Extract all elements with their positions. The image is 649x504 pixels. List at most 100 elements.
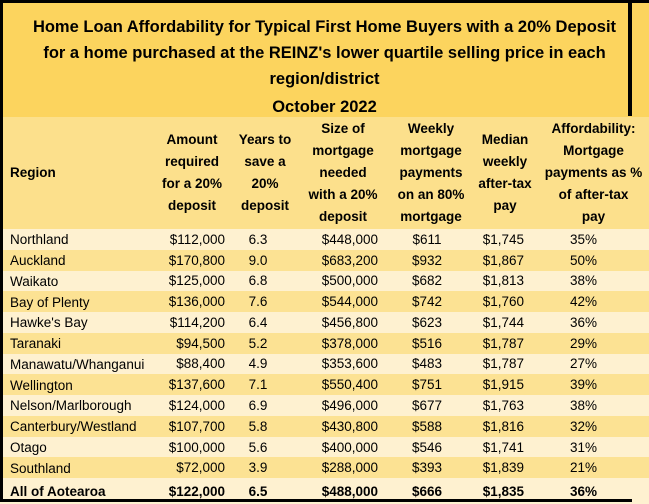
table-row-hawke-s-bay: Hawke's Bay $114,200 6.4 $456,800 $623 $1,744…	[0, 312, 649, 333]
cell-years_to_save: 5.2	[248, 335, 268, 351]
cell-mortgage_size: $378,000	[321, 335, 378, 351]
column-header-affordability: Affordability: Mortgage payments as % of af…	[544, 121, 643, 224]
table-row-manawatu-whanganui: Manawatu/Whanganui $88,400 4.9 $353,600 $483…	[0, 353, 649, 375]
title-line-2: for a home purchased at the REINZ's lowe…	[43, 44, 606, 62]
cell-median_pay: $1,787	[482, 335, 524, 351]
cell-weekly_payments: $611	[412, 231, 442, 247]
cell-weekly_payments: $483	[411, 356, 443, 372]
border-bottom	[0, 499, 632, 502]
cell-mortgage_size: $456,800	[321, 314, 378, 330]
cell-years_to_save: 6.8	[248, 273, 268, 289]
cell-median_pay: $1,763	[482, 398, 524, 413]
cell-median_pay: $1,813	[482, 273, 524, 289]
cell-affordability: 36%	[569, 314, 598, 330]
cell-median_pay: $1,744	[482, 314, 524, 330]
cell-years_to_save: 6.5	[248, 483, 268, 499]
cell-region: Waikato	[10, 273, 59, 289]
report-title-block: Home Loan Affordability for Typical Firs…	[0, 0, 649, 117]
cell-region: Nelson/Marlborough	[10, 398, 132, 414]
cell-deposit_amount: $114,200	[169, 314, 225, 330]
cell-deposit_amount: $107,700	[168, 418, 225, 434]
cell-deposit_amount: $122,000	[168, 483, 225, 499]
cell-median_pay: $1,867	[482, 252, 524, 268]
cell-weekly_payments: $516	[411, 335, 443, 351]
cell-mortgage_size: $544,000	[321, 294, 378, 310]
cell-years_to_save: 4.9	[248, 356, 268, 372]
report-date: October 2022	[272, 98, 377, 116]
cell-years_to_save: 6.9	[248, 398, 268, 413]
cell-region: Northland	[10, 232, 69, 248]
table-row-nelson-marlborough: Nelson/Marlborough $124,000 6.9 $496,000 $67…	[0, 395, 649, 416]
cell-weekly_payments: $751	[411, 377, 443, 393]
cell-mortgage_size: $550,400	[321, 377, 378, 393]
cell-mortgage_size: $288,000	[321, 460, 378, 476]
cell-weekly_payments: $546	[411, 439, 443, 455]
cell-years_to_save: 6.4	[248, 314, 268, 330]
cell-deposit_amount: $112,000	[169, 231, 225, 247]
table-row-bay-of-plenty: Bay of Plenty $136,000 7.6 $544,000 $742 $1,7…	[0, 291, 649, 313]
table-row-otago: Otago $100,000 5.6 $400,000 $546 $1,741 31%	[0, 436, 649, 458]
cell-median_pay: $1,760	[482, 294, 524, 310]
table-row-canterbury-westland: Canterbury/Westland $107,700 5.8 $430,800 $5…	[0, 415, 649, 437]
border-top	[0, 0, 649, 3]
cell-deposit_amount: $125,000	[168, 273, 225, 289]
column-header-years_to_save: Years to save a 20% deposit	[238, 132, 292, 213]
cell-median_pay: $1,741	[482, 439, 524, 455]
cell-region: Taranaki	[10, 336, 62, 352]
cell-years_to_save: 3.9	[248, 460, 268, 476]
border-left	[0, 0, 3, 502]
cell-mortgage_size: $400,000	[321, 439, 378, 455]
cell-mortgage_size: $488,000	[321, 483, 378, 499]
cell-weekly_payments: $742	[411, 294, 443, 310]
cell-affordability: 32%	[569, 418, 598, 434]
title-line-1: Home Loan Affordability for Typical Firs…	[32, 18, 617, 36]
table-row-waikato: Waikato $125,000 6.8 $500,000 $682 $1,813 38%	[0, 270, 649, 292]
cell-weekly_payments: $393	[411, 460, 443, 476]
cell-median_pay: $1,835	[482, 483, 524, 499]
cell-region: All of Aotearoa	[10, 484, 106, 500]
cell-affordability: 50%	[569, 252, 598, 268]
cell-affordability: 35%	[569, 231, 598, 247]
cell-affordability: 29%	[569, 335, 598, 351]
cell-mortgage_size: $683,200	[321, 252, 378, 268]
cell-region: Auckland	[10, 253, 66, 269]
cell-affordability: 38%	[569, 273, 598, 289]
column-header-median_pay: Median weekly after-tax pay	[478, 132, 532, 213]
cell-years_to_save: 7.1	[248, 377, 268, 393]
cell-weekly_payments: $623	[411, 314, 443, 330]
table-body: Northland $112,000 6.3 $448,000 $611 $1,745 35…	[0, 229, 649, 504]
cell-affordability: 36%	[569, 483, 598, 499]
border-right-title	[628, 0, 632, 116]
table-row-northland: Northland $112,000 6.3 $448,000 $611 $1,745 35…	[0, 229, 649, 250]
column-header-deposit_amount: Amount required for a 20% deposit	[161, 132, 223, 213]
cell-mortgage_size: $448,000	[321, 231, 378, 247]
column-header-region: Region	[10, 165, 56, 180]
cell-mortgage_size: $496,000	[321, 398, 378, 413]
cell-years_to_save: 7.6	[248, 294, 268, 310]
cell-mortgage_size: $430,800	[321, 418, 378, 434]
cell-weekly_payments: $682	[411, 273, 443, 289]
column-header-mortgage_size: Size of mortgage needed with a 20% deposit	[308, 121, 378, 224]
cell-years_to_save: 5.8	[248, 418, 268, 434]
table-row-southland: Southland $72,000 3.9 $288,000 $393 $1,839 21%	[0, 457, 649, 479]
cell-deposit_amount: $170,800	[168, 252, 225, 268]
cell-region: Otago	[10, 440, 47, 455]
cell-years_to_save: 5.6	[248, 439, 268, 455]
cell-deposit_amount: $72,000	[176, 460, 225, 476]
cell-weekly_payments: $932	[411, 252, 443, 268]
cell-region: Manawatu/Whanganui	[10, 356, 145, 372]
cell-affordability: 39%	[569, 377, 598, 393]
cell-mortgage_size: $500,000	[321, 273, 378, 289]
cell-years_to_save: 6.3	[248, 231, 268, 247]
table-row-auckland: Auckland $170,800 9.0 $683,200 $932 $1,867 50%	[0, 249, 649, 271]
cell-deposit_amount: $136,000	[168, 294, 225, 310]
table-row-wellington: Wellington $137,600 7.1 $550,400 $751 $1,915 3…	[0, 374, 649, 396]
cell-years_to_save: 9.0	[248, 252, 268, 268]
cell-median_pay: $1,915	[482, 377, 524, 393]
cell-weekly_payments: $666	[411, 483, 443, 499]
cell-deposit_amount: $94,500	[176, 335, 225, 351]
cell-median_pay: $1,839	[482, 460, 524, 476]
cell-region: Wellington	[10, 377, 73, 393]
cell-region: Hawke's Bay	[10, 315, 88, 331]
